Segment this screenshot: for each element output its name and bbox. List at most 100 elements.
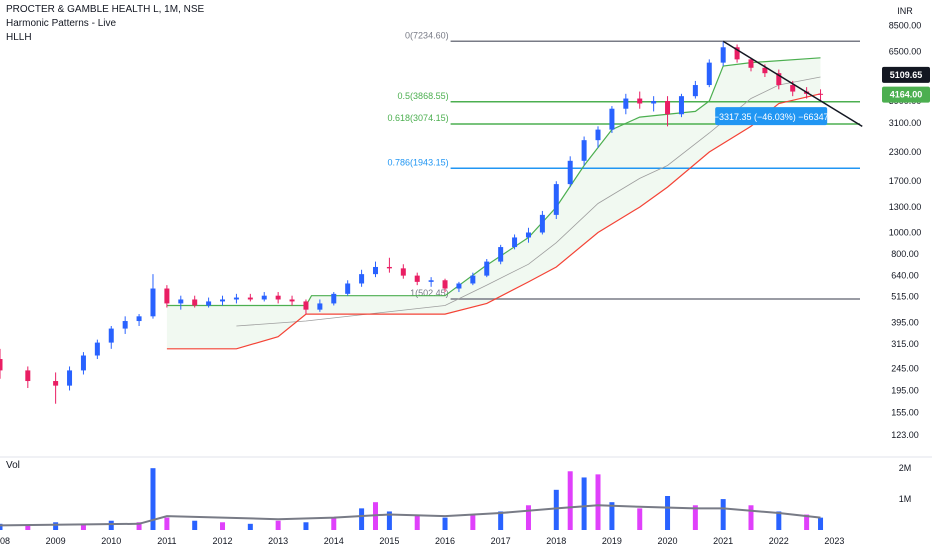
candle-body	[512, 237, 518, 248]
hllh-lower-line	[166, 93, 821, 350]
price-label-text: 5109.65	[890, 70, 923, 80]
y-axis-tick-label: 395.00	[891, 317, 919, 327]
volume-bar	[80, 524, 86, 530]
volume-bar	[150, 468, 156, 530]
volume-bar	[804, 514, 810, 530]
candle-body	[525, 232, 531, 238]
candle-body	[414, 275, 420, 282]
volume-bar	[609, 502, 615, 530]
y-axis-tick-label: 315.00	[891, 339, 919, 349]
volume-bar	[164, 517, 170, 530]
volume-bar	[776, 511, 782, 530]
x-axis-tick-label: 2020	[658, 536, 678, 546]
volume-bar	[25, 525, 31, 530]
price-label-box	[882, 86, 930, 103]
fib-level-label: 0.618(3074.15)	[388, 113, 449, 123]
x-axis-tick-label: 2017	[491, 536, 511, 546]
x-axis-tick-label: 2021	[713, 536, 733, 546]
volume-bar	[0, 523, 3, 530]
volume-bar	[720, 499, 726, 530]
y-axis-tick-label: 155.00	[891, 408, 919, 418]
indicator-hllh-label: HLLH	[6, 32, 32, 43]
candle-body	[539, 214, 545, 233]
x-axis-tick-label: 2019	[602, 536, 622, 546]
candle-body	[192, 299, 198, 306]
candle-body	[553, 184, 559, 215]
volume-bar	[553, 489, 559, 530]
volume-bar	[414, 514, 420, 530]
volume-bar	[470, 514, 476, 530]
candle-body	[651, 100, 657, 104]
candle-body	[53, 381, 59, 386]
candle-body	[470, 275, 476, 284]
candle-body	[0, 359, 3, 371]
y-axis-tick-label: 2300.00	[889, 147, 922, 157]
volume-bar	[595, 474, 601, 530]
price-label-box	[882, 66, 930, 83]
candle-body	[790, 85, 796, 92]
candle-body	[609, 108, 615, 130]
volume-bar	[386, 511, 392, 530]
candle-body	[776, 73, 782, 86]
candle-body	[303, 301, 309, 310]
candle-body	[748, 59, 754, 68]
x-axis-tick-label: 2018	[546, 536, 566, 546]
x-axis-tick-label: 2016	[435, 536, 455, 546]
x-axis-tick-label: 2011	[157, 536, 176, 546]
x-axis-tick-label: 2010	[101, 536, 121, 546]
candle-body	[567, 160, 573, 185]
y-axis-tick-label: 6500.00	[889, 47, 922, 57]
y-axis-tick-label: 3100.00	[889, 118, 922, 128]
candle-body	[275, 295, 281, 300]
candle-body	[595, 129, 601, 141]
candle-body	[623, 98, 629, 109]
x-axis-tick-label: 2013	[268, 536, 288, 546]
fib-level-label: 1(502.45)	[410, 288, 449, 298]
volume-bar	[359, 508, 365, 530]
x-axis-tick-label: 2009	[46, 536, 66, 546]
y-axis-tick-label: 123.00	[891, 430, 919, 440]
fib-level-label: 0.786(1943.15)	[388, 157, 449, 167]
candle-body	[233, 297, 239, 300]
candle-body	[261, 295, 267, 300]
candle-body	[136, 316, 142, 322]
candle-body	[678, 96, 684, 115]
x-axis-tick-label: 2015	[379, 536, 399, 546]
y-axis-tick-label: 1700.00	[889, 176, 922, 186]
measure-box	[715, 107, 828, 126]
x-axis-tick-label: 2008	[0, 536, 10, 546]
candle-body	[692, 85, 698, 97]
candle-body	[164, 288, 170, 304]
fib-level-label: 0.5(3868.55)	[398, 91, 449, 101]
candle-body	[456, 283, 462, 289]
volume-bar	[581, 477, 587, 530]
fib-level-label: 0(7234.60)	[405, 30, 449, 40]
candle-body	[67, 370, 73, 386]
candle-body	[122, 321, 128, 329]
volume-bar	[818, 517, 824, 530]
volume-bar	[220, 522, 226, 530]
measure-label: −3317.35 (−46.03%) −66347	[714, 112, 829, 122]
candle-body	[317, 303, 323, 310]
y-axis-tick-label: 800.00	[891, 249, 919, 259]
volume-bar	[192, 520, 198, 530]
trend-line	[722, 40, 863, 127]
volume-bar	[748, 505, 754, 530]
volume-bar	[247, 523, 253, 530]
volume-bar	[525, 505, 531, 530]
y-axis-tick-label: 1000.00	[889, 228, 922, 238]
candle-body	[818, 93, 824, 95]
x-axis-tick-label: 2012	[213, 536, 233, 546]
candle-body	[637, 98, 643, 104]
volume-bar	[692, 505, 698, 530]
candle-body	[80, 355, 86, 371]
volume-bar	[53, 522, 59, 530]
volume-bar	[498, 511, 504, 530]
candle-body	[206, 301, 212, 306]
axis-currency-label: INR	[897, 6, 913, 16]
candle-body	[25, 370, 31, 382]
candle-body	[247, 297, 253, 300]
candle-body	[289, 299, 295, 302]
y-axis-tick-label: 8500.00	[889, 21, 922, 31]
